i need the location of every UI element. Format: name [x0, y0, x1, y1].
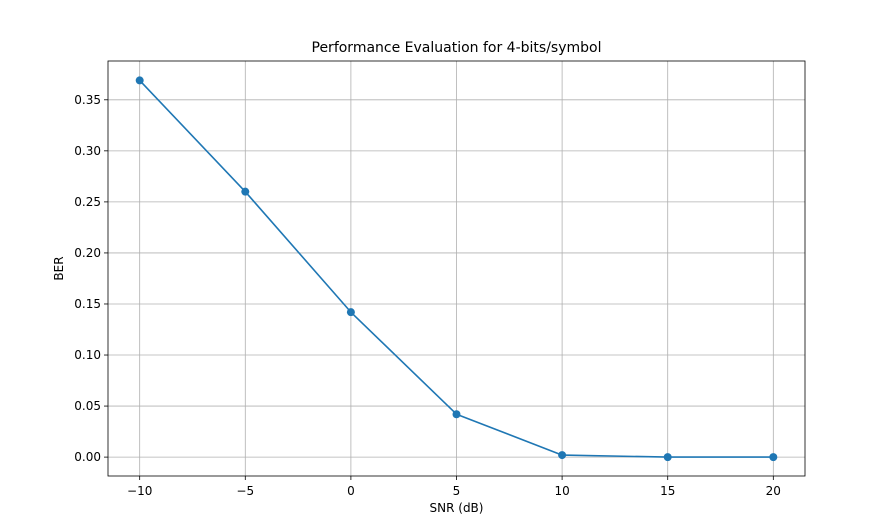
x-tick-label: 15 [660, 484, 675, 498]
y-tick-label: 0.35 [74, 93, 101, 107]
y-tick-label: 0.20 [74, 246, 101, 260]
y-tick-label: 0.30 [74, 144, 101, 158]
x-tick-label: −5 [236, 484, 254, 498]
grid [108, 61, 805, 476]
x-tick-label: 5 [453, 484, 461, 498]
y-axis-label: BER [52, 256, 66, 280]
data-point [346, 308, 355, 317]
y-tick-label: 0.15 [74, 297, 101, 311]
x-tick-label: 20 [766, 484, 781, 498]
chart-title: Performance Evaluation for 4-bits/symbol [312, 40, 602, 56]
y-tick-label: 0.00 [74, 450, 101, 464]
data-point [663, 453, 672, 462]
data-point [558, 451, 567, 460]
y-tick-label: 0.25 [74, 195, 101, 209]
x-tick-label: −10 [127, 484, 152, 498]
series-layer [135, 76, 778, 462]
data-point [452, 410, 461, 419]
data-point [135, 76, 144, 85]
y-tick-label: 0.10 [74, 348, 101, 362]
data-point [769, 453, 778, 462]
ticks: −10 −5 0 5 10 15 20 0.00 0.05 0.10 0.15 0.20 0.25 0.3… [74, 93, 781, 498]
x-tick-label: 10 [554, 484, 569, 498]
x-axis-label: SNR (dB) [430, 501, 484, 515]
y-tick-label: 0.05 [74, 399, 101, 413]
data-point [241, 187, 250, 196]
x-tick-label: 0 [347, 484, 355, 498]
